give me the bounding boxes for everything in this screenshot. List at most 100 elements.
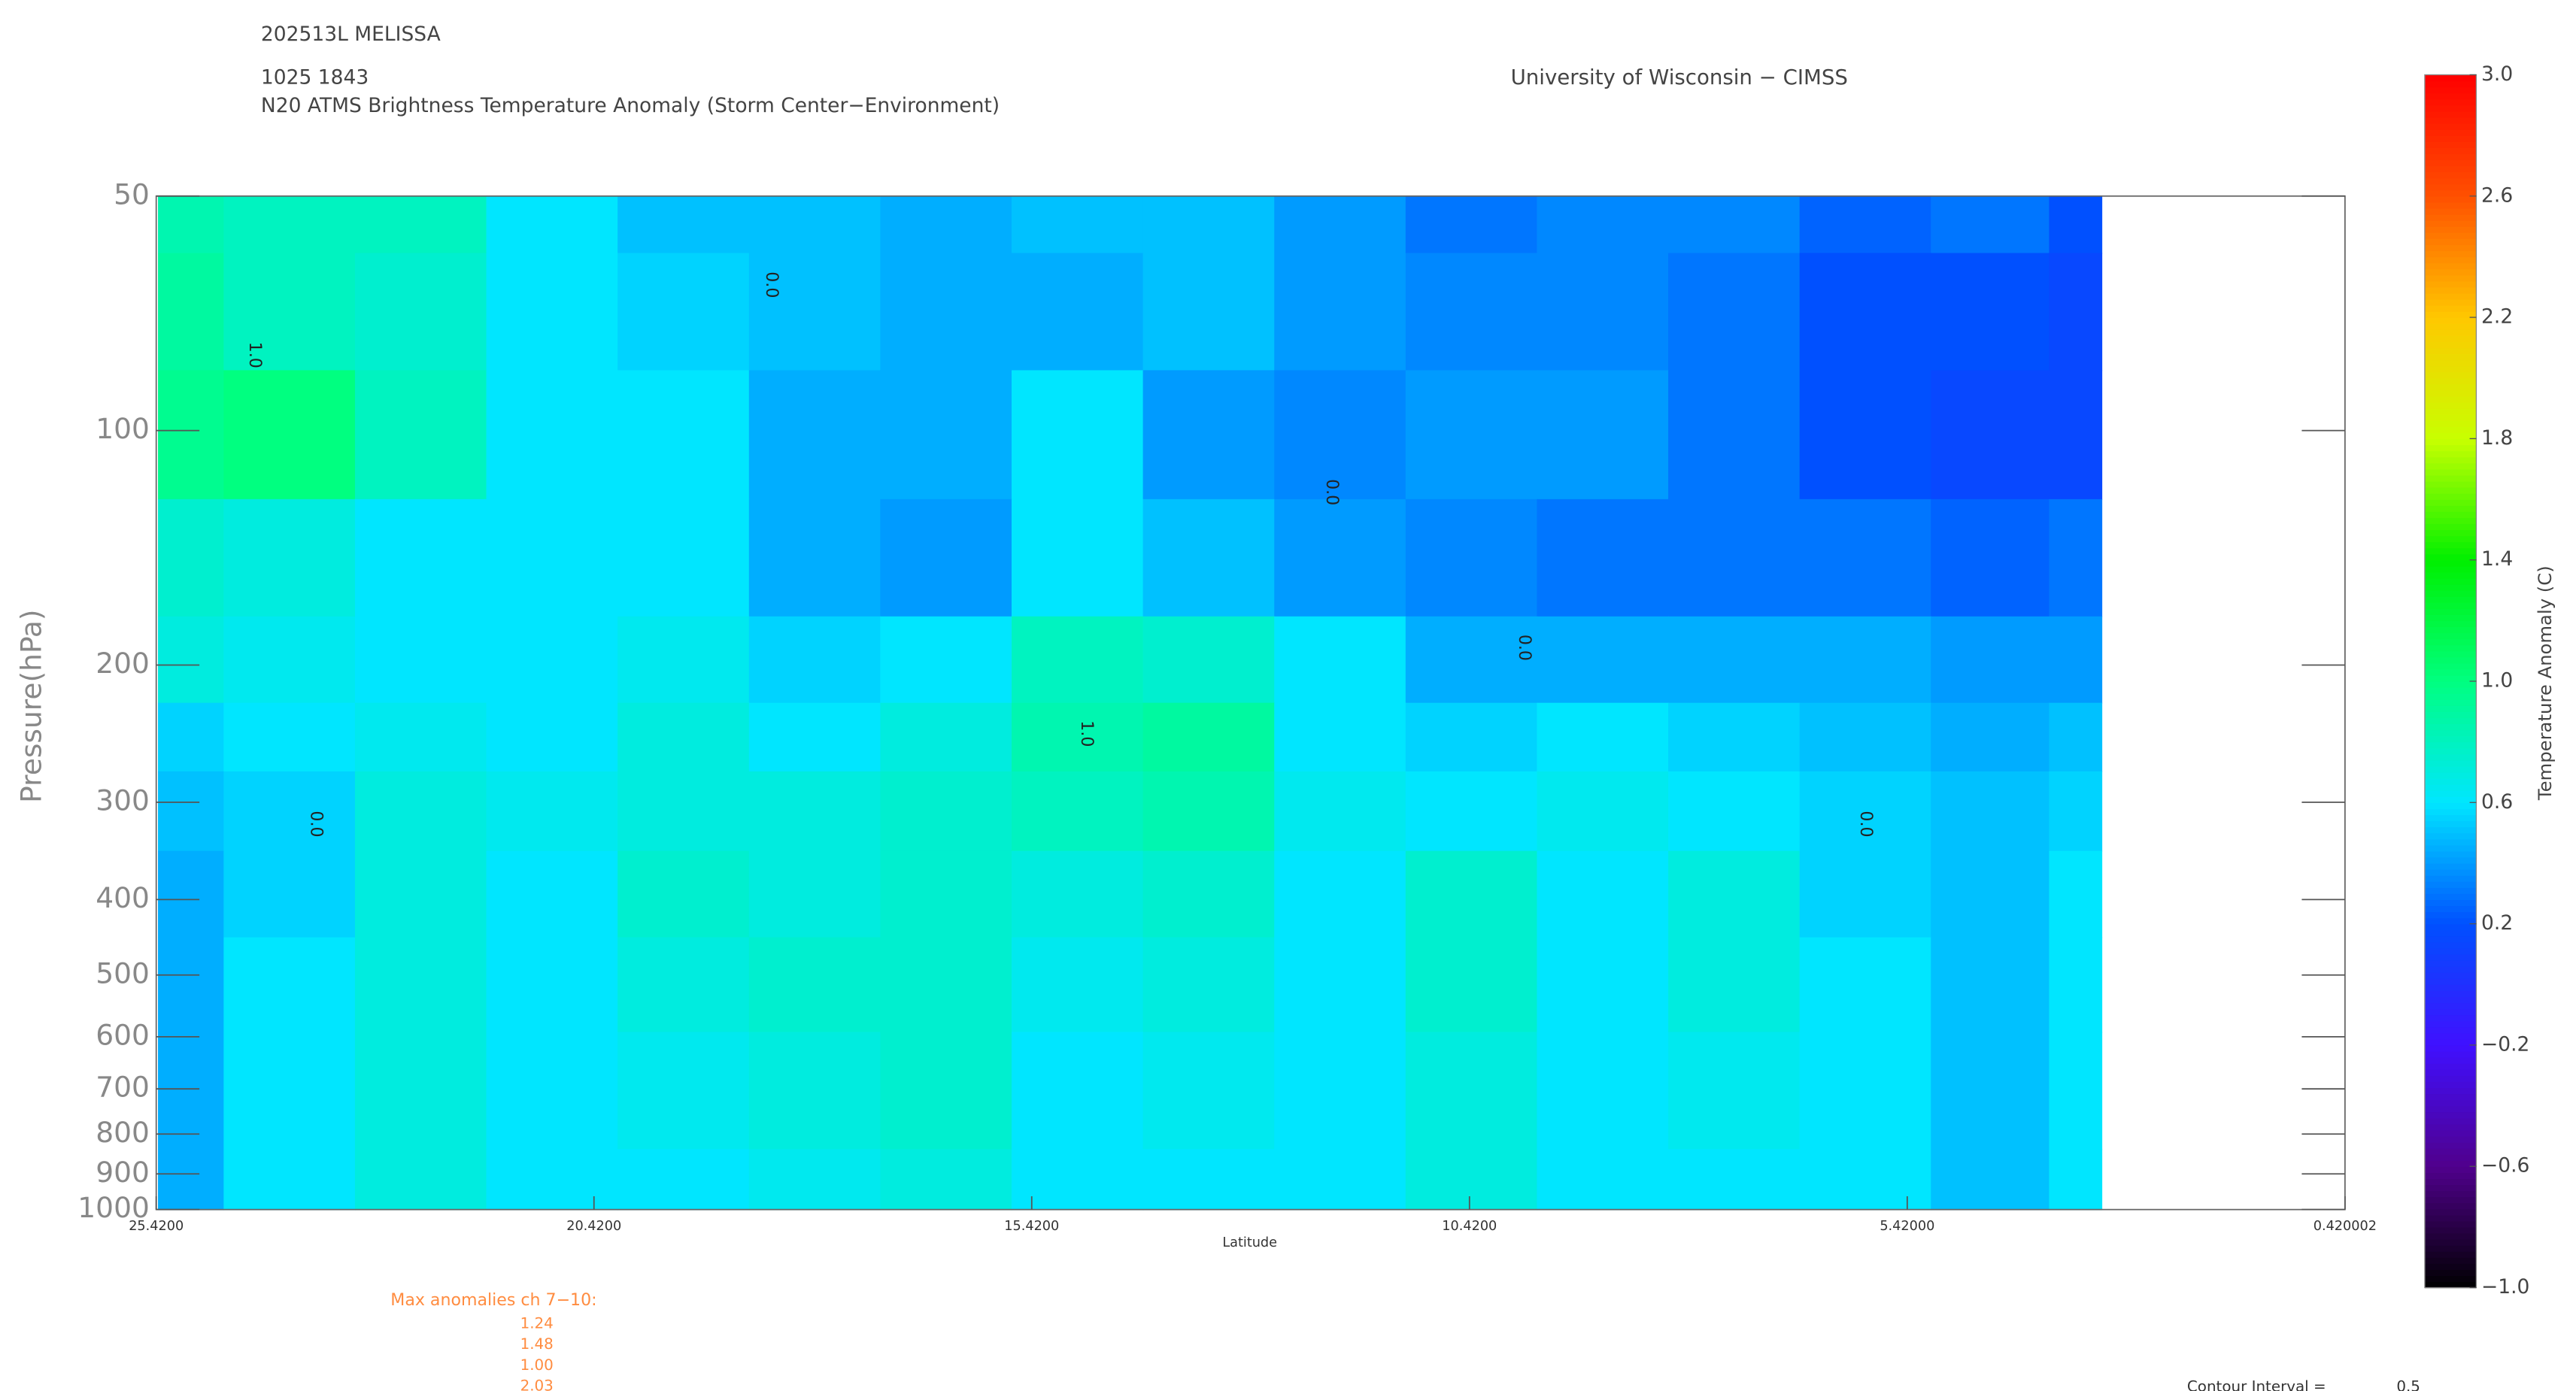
colorbar-segment — [2424, 1081, 2477, 1089]
anomaly-cell — [158, 850, 225, 938]
anomaly-cell — [223, 253, 356, 371]
colorbar-segment — [2424, 1232, 2477, 1240]
anomaly-cell — [880, 616, 1012, 704]
anomaly-cell — [1931, 499, 2050, 617]
colorbar-segment — [2424, 529, 2477, 537]
anomaly-cell — [1274, 195, 1406, 254]
anomaly-cell — [1668, 616, 1801, 704]
colorbar-segment — [2424, 771, 2477, 779]
colorbar-segment — [2424, 1044, 2477, 1052]
anomaly-cell — [1011, 771, 1144, 852]
colorbar-segment — [2424, 305, 2477, 312]
anomaly-cell — [1537, 1149, 1669, 1211]
colorbar-segment — [2424, 189, 2477, 197]
anomaly-cell — [354, 702, 487, 772]
colorbar-segment — [2424, 735, 2477, 743]
colorbar-segment — [2424, 966, 2477, 973]
x-tick-label: 15.4200 — [1004, 1219, 1059, 1234]
anomaly-cell — [1537, 253, 1669, 371]
anomaly-cell — [1668, 1032, 1801, 1150]
anomaly-cell — [1537, 937, 1669, 1033]
colorbar-segment — [2424, 238, 2477, 245]
anomaly-cell — [880, 850, 1012, 938]
anomaly-cell — [1799, 370, 1932, 500]
anomaly-cell — [1011, 1149, 1144, 1211]
anomaly-cell — [1537, 702, 1669, 772]
colorbar-segment — [2424, 881, 2477, 888]
colorbar-tick-label: −0.2 — [2481, 1032, 2529, 1056]
colorbar-segment — [2424, 723, 2477, 731]
colorbar-segment — [2424, 256, 2477, 264]
anomaly-cell — [1799, 253, 1932, 371]
anomaly-cell — [223, 850, 356, 938]
anomaly-cell — [1274, 702, 1406, 772]
colorbar-segment — [2424, 92, 2477, 100]
colorbar-segment — [2424, 141, 2477, 148]
anomaly-cell — [158, 253, 225, 371]
colorbar-segment — [2424, 462, 2477, 470]
colorbar-segment — [2424, 583, 2477, 591]
colorbar-segment — [2424, 960, 2477, 967]
anomaly-cell — [158, 195, 225, 254]
anomaly-cell — [1931, 370, 2050, 500]
anomaly-cell — [1931, 195, 2050, 254]
anomaly-cell — [354, 253, 487, 371]
anomaly-cell — [880, 499, 1012, 617]
colorbar-segment — [2424, 941, 2477, 949]
colorbar-segment — [2424, 511, 2477, 518]
anomaly-cell — [158, 616, 225, 704]
colorbar-segment — [2424, 608, 2477, 615]
colorbar-segment — [2424, 626, 2477, 634]
colorbar-segment — [2424, 1038, 2477, 1046]
colorbar-segment — [2424, 590, 2477, 597]
colorbar-segment — [2424, 1050, 2477, 1058]
colorbar-segment — [2424, 123, 2477, 130]
anomaly-cell — [1931, 850, 2050, 938]
anomaly-cell — [1405, 499, 1538, 617]
anomaly-cell — [1405, 771, 1538, 852]
colorbar-segment — [2424, 135, 2477, 142]
anomaly-cell — [354, 195, 487, 254]
anomaly-cell — [354, 1032, 487, 1150]
colorbar-segment — [2424, 1226, 2477, 1234]
anomaly-cell — [2049, 850, 2103, 938]
colorbar-segment — [2424, 1263, 2477, 1270]
anomaly-cell — [748, 1149, 881, 1211]
anomaly-cell — [354, 616, 487, 704]
contour-label: 1.0 — [1077, 720, 1097, 747]
anomaly-cell — [1011, 253, 1144, 371]
anomaly-cell — [617, 253, 750, 371]
colorbar-segment — [2424, 311, 2477, 318]
colorbar-segment — [2424, 86, 2477, 94]
anomaly-cell — [748, 1032, 881, 1150]
anomaly-cell — [1142, 937, 1276, 1033]
anomaly-cell — [880, 1149, 1012, 1211]
colorbar-tick-label: 2.2 — [2481, 305, 2513, 329]
colorbar-segment — [2424, 662, 2477, 670]
anomaly-cell — [1799, 937, 1932, 1033]
colorbar-tick-label: 1.8 — [2481, 426, 2513, 450]
colorbar-segment — [2424, 790, 2477, 797]
colorbar-segment — [2424, 335, 2477, 343]
anomaly-cell — [748, 253, 881, 371]
colorbar-segment — [2424, 1166, 2477, 1173]
anomaly-cell — [1931, 616, 2050, 704]
colorbar-segment — [2424, 535, 2477, 543]
anomaly-cell — [1274, 370, 1406, 500]
colorbar-segment — [2424, 1002, 2477, 1010]
contour-label: 0.0 — [1322, 479, 1342, 505]
colorbar-segment — [2424, 577, 2477, 585]
colorbar-segment — [2424, 1178, 2477, 1186]
colorbar-segment — [2424, 875, 2477, 882]
colorbar-segment — [2424, 923, 2477, 931]
anomaly-cell — [1142, 195, 1276, 254]
colorbar-segment — [2424, 614, 2477, 622]
anomaly-cell — [1405, 253, 1538, 371]
anomaly-cell — [748, 771, 881, 852]
colorbar-segment — [2424, 505, 2477, 512]
anomaly-cell — [1931, 1149, 2050, 1211]
colorbar-segment — [2424, 1008, 2477, 1016]
anomaly-cell — [1011, 370, 1144, 500]
anomaly-cell — [1142, 702, 1276, 772]
colorbar-segment — [2424, 1208, 2477, 1216]
